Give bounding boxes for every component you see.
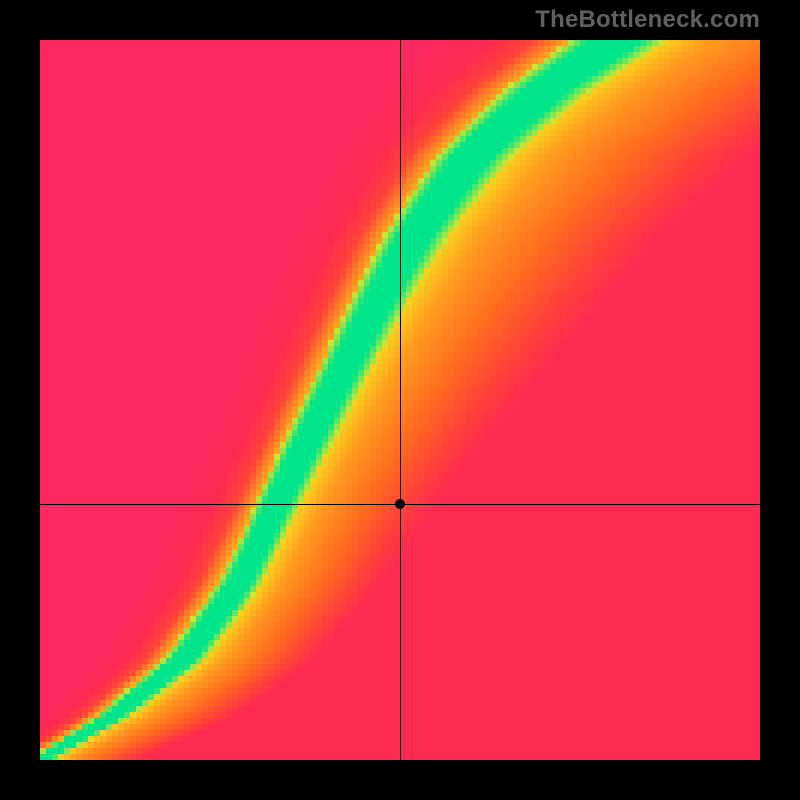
watermark-text: TheBottleneck.com (535, 6, 760, 34)
heatmap-canvas (40, 40, 760, 760)
chart-container: { "watermark": { "text": "TheBottleneck.… (0, 0, 800, 800)
